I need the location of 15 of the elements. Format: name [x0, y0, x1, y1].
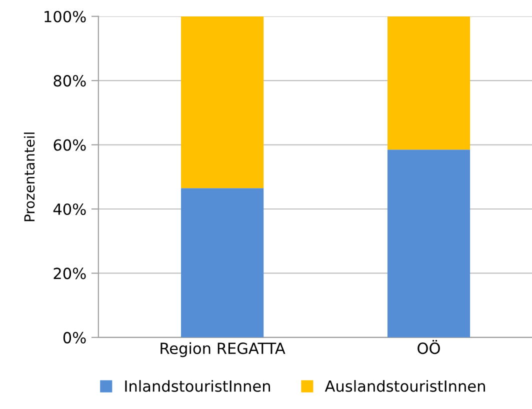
legend-label: AuslandstouristInnen: [324, 380, 485, 392]
y-tick-label: 60%: [54, 139, 86, 151]
y-tick-label: 40%: [53, 203, 86, 216]
bar: [387, 16, 470, 150]
y-tick-label: 20%: [54, 268, 86, 280]
y-axis-title: Prozentanteil: [24, 132, 35, 222]
bar: [387, 150, 470, 338]
x-tick-label: OÖ: [418, 340, 440, 354]
x-tick-label: Region REGATTA: [160, 342, 286, 358]
legend-label: InlandstouristInnen: [125, 380, 270, 392]
y-tick-label: 80%: [54, 75, 86, 87]
y-tick-label: 100%: [44, 10, 86, 22]
y-tick-label: 0%: [63, 332, 86, 344]
bar: [181, 188, 264, 338]
bar: [181, 16, 264, 188]
